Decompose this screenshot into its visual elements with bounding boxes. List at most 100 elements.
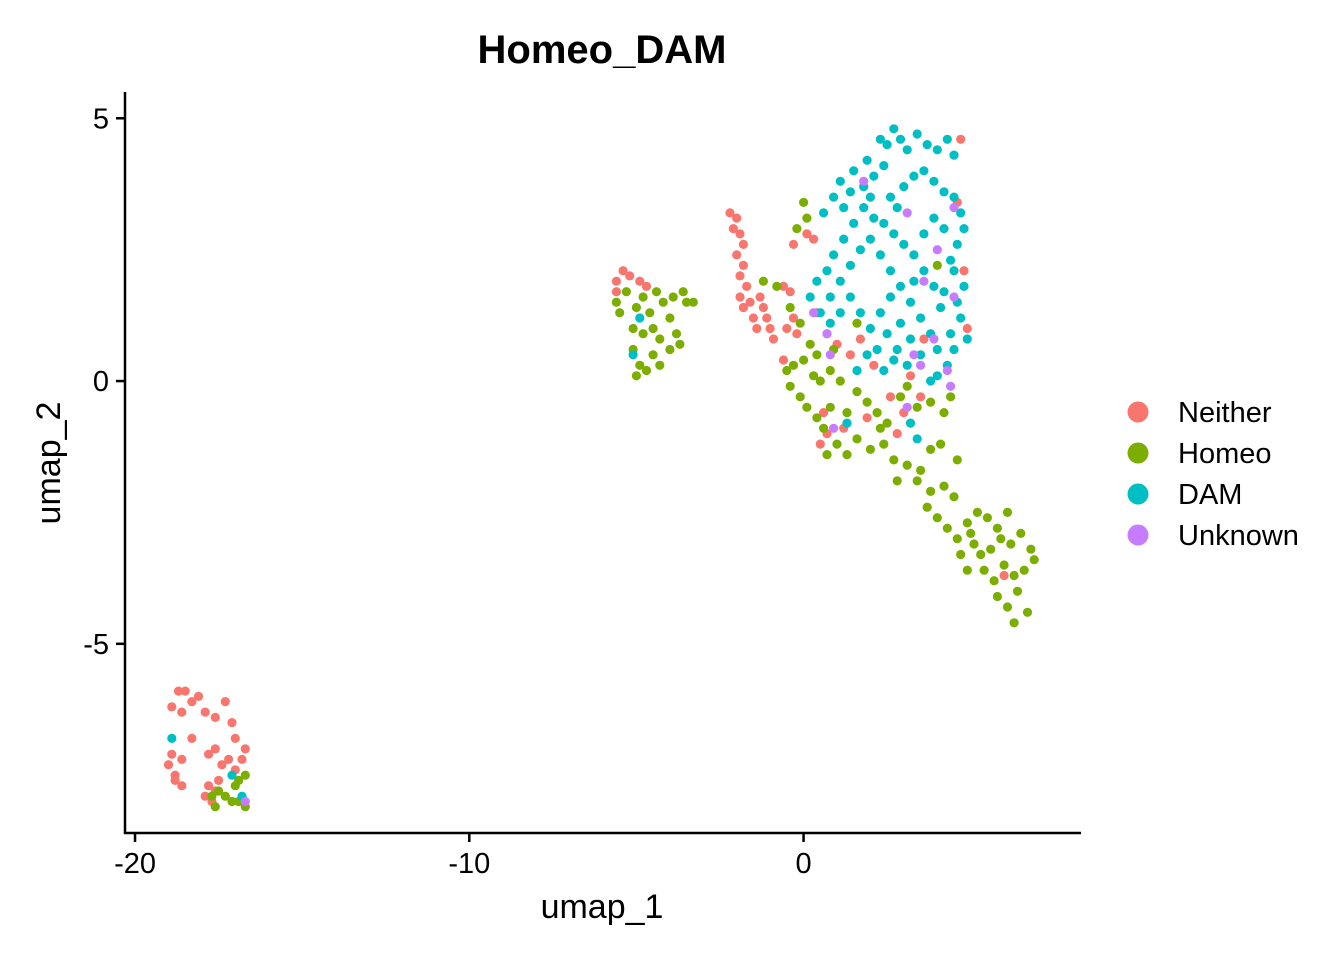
data-point xyxy=(187,697,197,707)
data-point xyxy=(170,775,180,786)
data-point xyxy=(795,318,805,328)
legend-label: Neither xyxy=(1178,397,1272,429)
data-point xyxy=(635,313,645,323)
data-point xyxy=(892,203,902,213)
data-point xyxy=(825,402,835,412)
legend-item-dam: DAM xyxy=(1127,479,1242,511)
data-point xyxy=(862,155,872,165)
data-point xyxy=(193,691,204,702)
data-point xyxy=(939,187,949,197)
data-point xyxy=(996,534,1006,544)
data-point xyxy=(916,313,926,323)
data-point xyxy=(167,749,177,759)
data-point xyxy=(765,323,775,334)
data-point xyxy=(825,365,835,376)
data-point xyxy=(902,208,912,218)
data-point xyxy=(628,323,638,334)
data-point xyxy=(946,392,956,402)
legend-key xyxy=(1127,483,1149,505)
data-point xyxy=(885,192,896,202)
data-point xyxy=(875,250,886,260)
data-point xyxy=(842,450,852,460)
series-neither xyxy=(163,134,1009,807)
data-point xyxy=(1006,539,1016,549)
data-point xyxy=(842,408,852,418)
data-point xyxy=(895,392,906,402)
data-point xyxy=(1016,528,1026,539)
data-point xyxy=(946,255,956,265)
x-tick-label: -10 xyxy=(448,848,490,880)
data-point xyxy=(641,365,652,376)
data-point xyxy=(1009,570,1019,581)
data-point xyxy=(745,297,755,307)
data-point xyxy=(210,802,220,812)
data-point xyxy=(992,591,1003,602)
data-point xyxy=(200,791,210,801)
data-point xyxy=(929,281,939,291)
data-point xyxy=(748,313,759,323)
data-point xyxy=(755,292,765,302)
data-point xyxy=(1009,618,1019,628)
data-point xyxy=(792,329,802,339)
data-point xyxy=(966,528,976,539)
data-point xyxy=(822,329,832,339)
data-point xyxy=(825,292,835,302)
series-homeo xyxy=(207,197,1039,812)
data-point xyxy=(882,418,892,428)
data-point xyxy=(875,423,886,433)
data-point xyxy=(1022,607,1033,617)
data-point xyxy=(905,334,916,344)
data-point xyxy=(979,565,989,575)
data-point xyxy=(926,397,936,407)
data-point xyxy=(932,245,942,255)
data-point xyxy=(902,460,912,470)
data-point xyxy=(615,308,625,318)
data-point xyxy=(865,192,876,202)
data-point xyxy=(902,145,912,155)
data-point xyxy=(628,350,638,360)
data-point xyxy=(204,749,214,759)
data-point xyxy=(788,360,799,370)
data-point xyxy=(852,434,862,444)
data-point xyxy=(909,276,919,286)
data-point xyxy=(919,276,929,286)
data-point xyxy=(240,770,250,780)
data-point xyxy=(792,224,802,234)
data-point xyxy=(167,702,177,712)
data-point xyxy=(224,754,234,765)
data-point xyxy=(956,134,966,144)
data-point xyxy=(725,208,735,218)
data-point xyxy=(799,197,809,207)
data-point xyxy=(875,134,886,144)
data-point xyxy=(648,323,658,334)
data-point xyxy=(785,287,795,297)
data-point xyxy=(625,271,635,281)
data-point xyxy=(932,371,942,381)
data-point xyxy=(869,213,879,223)
data-point xyxy=(899,182,909,192)
data-point xyxy=(909,350,919,360)
data-point xyxy=(1029,555,1039,565)
data-point xyxy=(819,423,829,433)
data-point xyxy=(220,791,230,801)
data-point xyxy=(735,229,745,239)
data-point xyxy=(986,544,996,554)
data-point xyxy=(835,276,845,286)
data-point xyxy=(732,213,742,223)
data-point xyxy=(772,281,782,291)
legend-item-homeo: Homeo xyxy=(1127,438,1272,470)
data-point xyxy=(862,350,872,360)
data-point xyxy=(989,576,999,586)
data-point xyxy=(738,302,749,313)
data-point xyxy=(909,250,919,260)
data-point xyxy=(885,292,896,302)
data-point xyxy=(829,192,839,202)
x-axis-label: umap_1 xyxy=(541,888,664,926)
data-point xyxy=(932,344,942,355)
data-point xyxy=(902,360,912,370)
data-point xyxy=(949,292,959,302)
data-point xyxy=(762,313,772,323)
data-point xyxy=(675,339,685,349)
data-point xyxy=(200,707,210,717)
data-point xyxy=(812,350,822,360)
